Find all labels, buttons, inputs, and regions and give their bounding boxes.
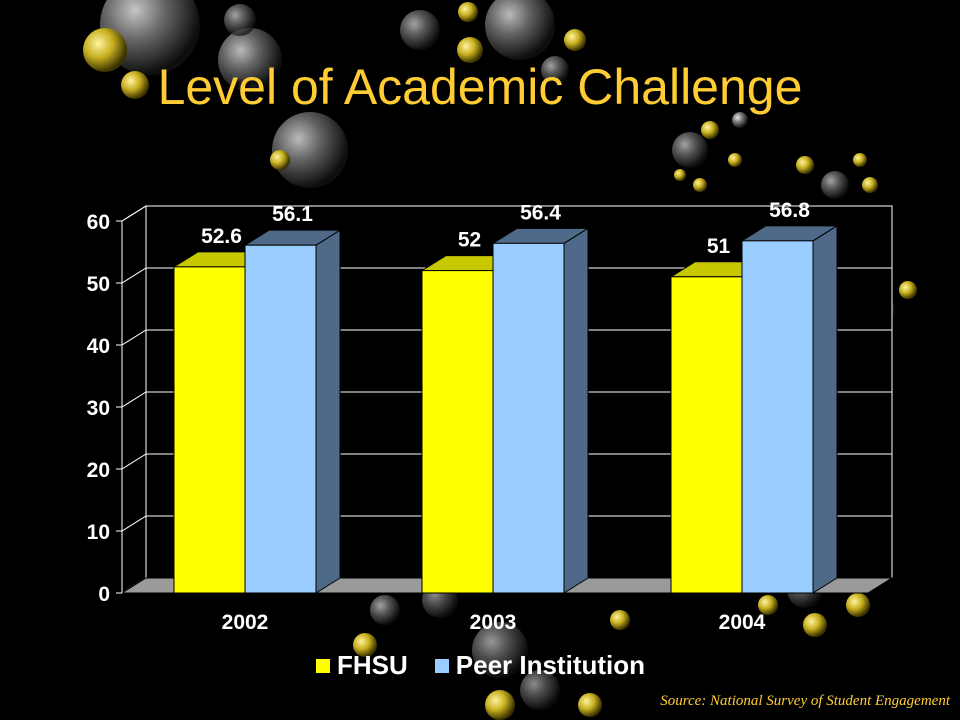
bar-side-peer-2004 [812, 224, 838, 594]
y-tick-label: 20 [87, 459, 110, 482]
bar-side-peer-2002 [315, 229, 341, 594]
chart-gridlines [121, 205, 892, 532]
bar-fhsu-2003 [421, 270, 494, 594]
gridline [121, 329, 892, 346]
bar-peer-2004 [741, 240, 814, 594]
data-label-peer-2004: 56.8 [769, 199, 810, 222]
source-note: Source: National Survey of Student Engag… [660, 693, 950, 709]
gridline [121, 453, 892, 470]
x-tick-label-2002: 2002 [222, 611, 269, 634]
y-tick-label: 60 [87, 211, 110, 234]
x-tick-label-2003: 2003 [470, 611, 517, 634]
legend-swatch-peer [433, 657, 450, 674]
data-label-fhsu-2003: 52 [458, 229, 481, 252]
bar-side-peer-2003 [563, 227, 589, 594]
legend-item-fhsu: FHSU [314, 650, 408, 681]
data-label-peer-2002: 56.1 [272, 203, 313, 226]
legend-swatch-fhsu [314, 657, 331, 674]
data-label-fhsu-2004: 51 [707, 235, 731, 258]
gridline [121, 267, 892, 284]
y-tick-label: 10 [87, 521, 110, 544]
bar-fhsu-2004 [670, 276, 743, 594]
bar-fhsu-2002 [173, 266, 246, 594]
y-tick-label: 0 [98, 583, 110, 606]
legend-item-peer: Peer Institution [433, 650, 646, 681]
chart-data-labels: 52.6 56.1 52 56.4 51 56.8 [201, 199, 810, 258]
legend-label-peer: Peer Institution [455, 650, 646, 680]
data-label-fhsu-2002: 52.6 [201, 225, 242, 248]
y-tick-label: 30 [87, 397, 110, 420]
chart-legend: FHSU Peer Institution [0, 650, 960, 681]
y-tick-label: 40 [87, 335, 110, 358]
y-axis: 0 10 20 30 40 50 60 [87, 211, 123, 606]
y-tick-label: 50 [87, 273, 110, 296]
chart-bars [172, 224, 839, 594]
gridline [121, 515, 892, 532]
bar-peer-2002 [244, 244, 317, 594]
gridline [121, 205, 892, 222]
slide-title: Level of Academic Challenge [157, 59, 803, 115]
x-axis: 2002 2003 2004 [222, 611, 766, 634]
bar-peer-2003 [492, 242, 565, 594]
gridline [121, 391, 892, 408]
x-tick-label-2004: 2004 [719, 611, 766, 634]
data-label-peer-2003: 56.4 [520, 201, 561, 224]
legend-label-fhsu: FHSU [336, 650, 408, 680]
